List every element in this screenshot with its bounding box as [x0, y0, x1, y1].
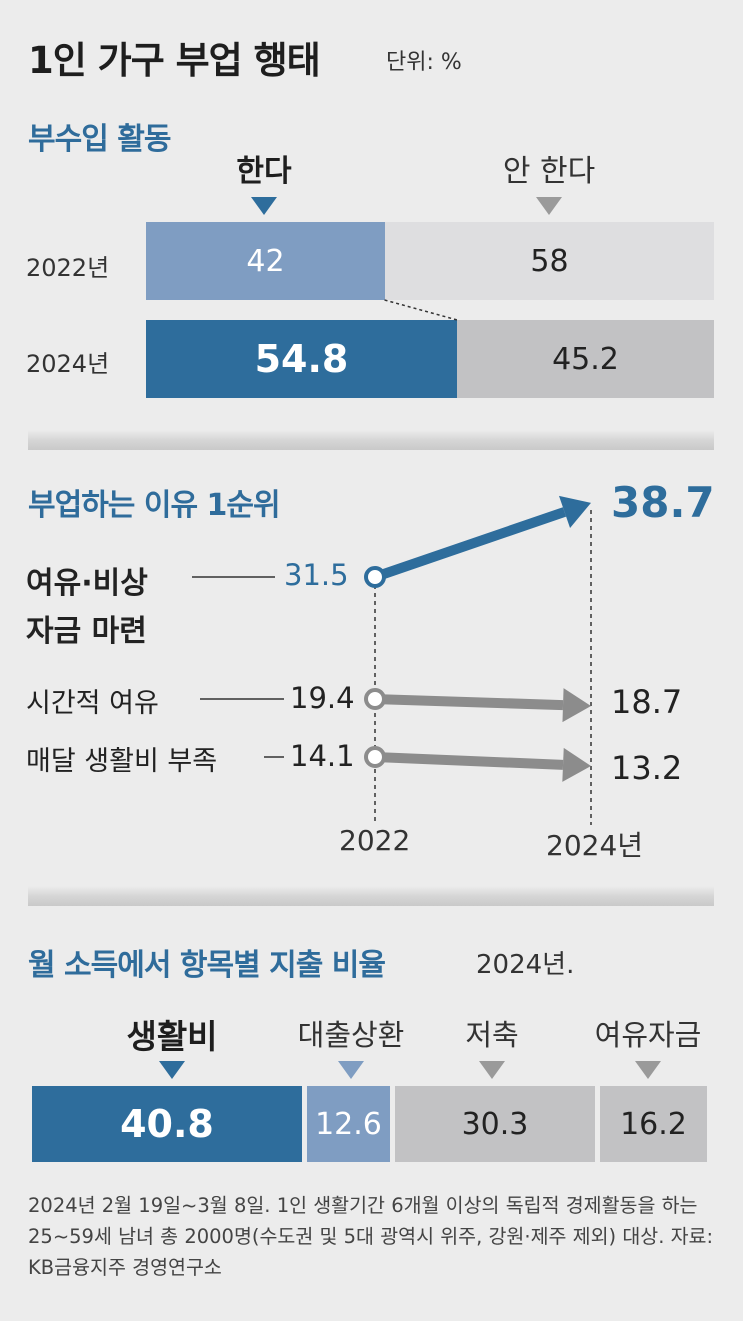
spend-bar-living: 40.8	[32, 1086, 302, 1162]
reason-1-2022-value: 31.5	[284, 558, 349, 592]
bar-yes-2022: 42	[146, 222, 385, 300]
spend-bar-spare-label: 16.2	[620, 1106, 687, 1142]
spend-bar-loan: 12.6	[307, 1086, 390, 1162]
bar-connector-line	[384, 299, 458, 321]
arrow-reason-2-shaft	[374, 694, 564, 711]
arrow-reason-1-start-point	[364, 566, 386, 588]
spare-marker-icon	[635, 1061, 661, 1079]
spend-bar-living-label: 40.8	[120, 1102, 214, 1146]
savings-marker-icon	[479, 1061, 505, 1079]
loan-marker-icon	[338, 1061, 364, 1079]
x-label-2022: 2022	[339, 824, 411, 857]
arrow-reason-3-shaft	[374, 752, 564, 770]
year-label-2024: 2024년	[26, 350, 110, 378]
reason-3-label: 매달 생활비 부족	[26, 746, 218, 777]
arrow-reason-1	[364, 495, 591, 588]
page-title: 1인 가구 부업 행태	[28, 39, 321, 82]
header-no: 안 한다	[502, 154, 596, 189]
bar-no-2024: 45.2	[457, 320, 714, 398]
reason-slope-chart	[192, 495, 592, 825]
arrow-reason-2-head	[562, 688, 591, 723]
reason-2-2024-value: 18.7	[611, 683, 683, 721]
arrow-reason-1-shaft	[373, 507, 567, 582]
item-header-loan: 대출상환	[297, 1018, 405, 1052]
reason-2-label: 시간적 여유	[26, 688, 159, 719]
yes-marker-icon	[251, 197, 277, 215]
no-marker-icon	[536, 197, 562, 215]
bar-yes-2024-label: 54.8	[254, 337, 349, 381]
bar-no-2022: 58	[385, 222, 714, 300]
section1-title: 부수입 활동	[28, 122, 171, 157]
arrow-reason-3-head	[562, 747, 591, 782]
spend-bar-savings-label: 30.3	[461, 1106, 529, 1142]
arrow-reason-2-start-point	[364, 688, 386, 710]
spend-bar-loan-label: 12.6	[315, 1106, 382, 1142]
divider-2	[28, 886, 714, 906]
reason-3-2022-value: 14.1	[290, 739, 355, 773]
arrow-reason-1-head	[558, 495, 591, 529]
spend-bar-savings: 30.3	[395, 1086, 595, 1162]
bar-no-2024-label: 45.2	[552, 341, 619, 377]
spend-bar-spare: 16.2	[600, 1086, 707, 1162]
x-label-2024: 2024년	[546, 829, 644, 862]
item-header-savings: 저축	[465, 1018, 519, 1052]
bar-yes-2022-label: 42	[246, 243, 285, 279]
arrow-reason-3-start-point	[364, 746, 386, 768]
item-header-spare: 여유자금	[594, 1018, 702, 1052]
reason-1-2024-value: 38.7	[611, 478, 715, 527]
reason-2-2022-value: 19.4	[290, 681, 355, 715]
unit-label: 단위: %	[386, 50, 462, 75]
reason-3-2024-value: 13.2	[611, 749, 683, 787]
year-label-2022: 2022년	[26, 254, 110, 282]
section3-year: 2024년.	[476, 950, 575, 980]
living-marker-icon	[159, 1061, 185, 1079]
bar-no-2022-label: 58	[530, 243, 569, 279]
header-yes: 한다	[236, 154, 292, 189]
item-header-living: 생활비	[126, 1017, 218, 1056]
arrow-reason-2	[364, 688, 591, 723]
footnote: 2024년 2월 19일~3월 8일. 1인 생활기간 6개월 이상의 독립적 …	[28, 1194, 714, 1279]
arrow-reason-3	[364, 746, 591, 782]
section3-title: 월 소득에서 항목별 지출 비율	[28, 948, 386, 983]
reason-1-label-line2: 자금 마련	[26, 614, 147, 649]
section2-title: 부업하는 이유 1순위	[28, 488, 281, 523]
divider-1	[28, 430, 714, 450]
reason-1-label-line1: 여유·비상	[26, 566, 148, 601]
bar-yes-2024: 54.8	[146, 320, 457, 398]
